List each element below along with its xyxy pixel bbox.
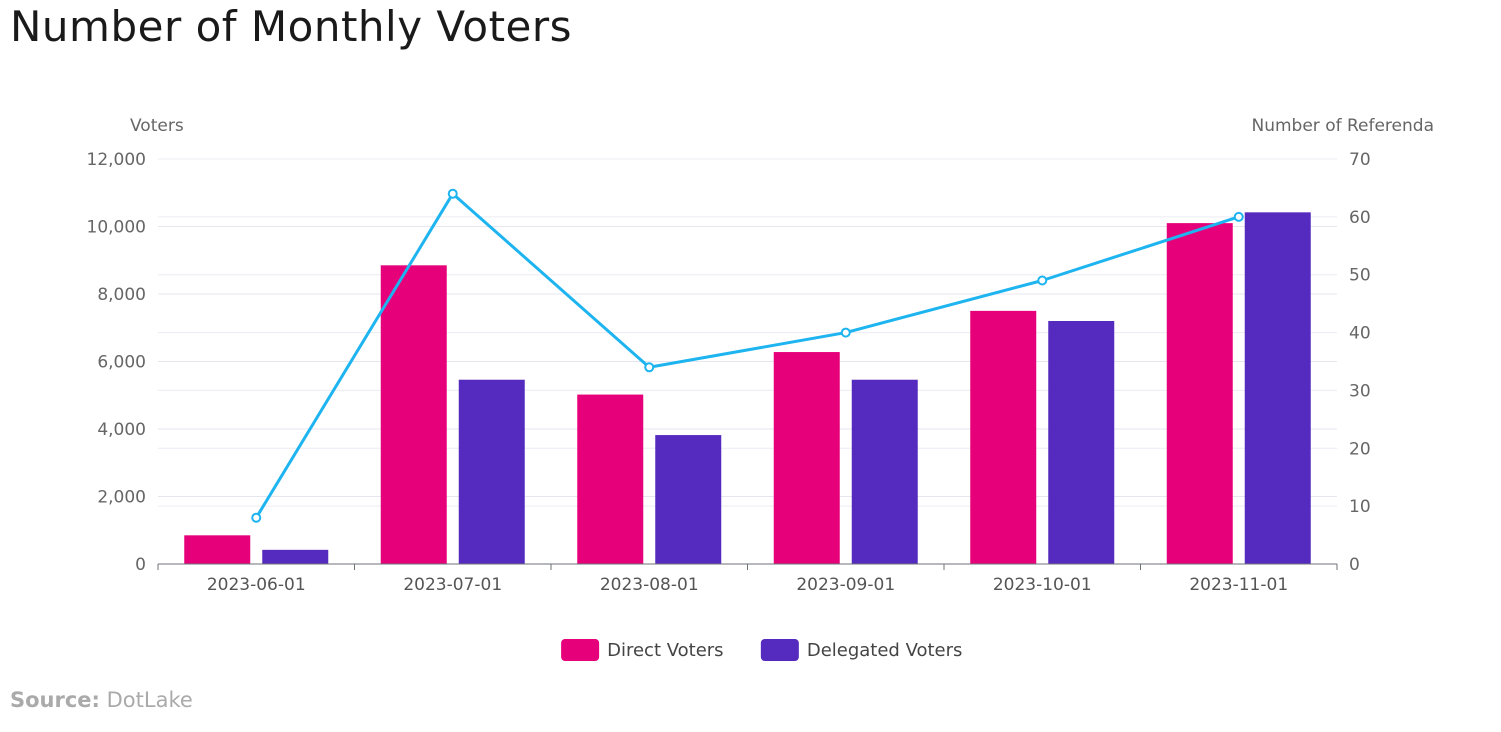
left-tick-label: 2,000 bbox=[97, 488, 146, 508]
referenda-point bbox=[251, 512, 262, 523]
referenda-point bbox=[447, 188, 458, 199]
chart-title: Number of Monthly Voters bbox=[10, 2, 573, 51]
x-tick-label: 2023-06-01 bbox=[207, 575, 306, 595]
right-tick-label: 50 bbox=[1349, 266, 1371, 286]
bar-delegated-voters bbox=[655, 435, 722, 564]
bar-delegated-voters bbox=[1244, 212, 1311, 564]
bar-direct-voters bbox=[773, 352, 840, 564]
x-tick-label: 2023-10-01 bbox=[993, 575, 1092, 595]
x-tick-label: 2023-08-01 bbox=[600, 575, 699, 595]
legend-swatch-delegated-voters bbox=[760, 639, 799, 661]
left-tick-label: 10,000 bbox=[87, 218, 146, 238]
legend-swatch-direct-voters bbox=[561, 639, 600, 661]
source-note: Source: DotLake bbox=[10, 688, 193, 712]
right-tick-label: 20 bbox=[1349, 439, 1371, 459]
referenda-point bbox=[1233, 211, 1244, 222]
right-axis-label: Number of Referenda bbox=[1252, 116, 1435, 136]
right-tick-label: 60 bbox=[1349, 208, 1371, 228]
legend-label: Delegated Voters bbox=[807, 640, 963, 661]
bar-direct-voters bbox=[380, 265, 447, 564]
left-tick-label: 4,000 bbox=[97, 420, 146, 440]
bar-direct-voters bbox=[970, 310, 1037, 564]
left-tick-label: 8,000 bbox=[97, 285, 146, 305]
bar-direct-voters bbox=[577, 394, 644, 564]
x-tick-label: 2023-09-01 bbox=[796, 575, 895, 595]
left-tick-label: 12,000 bbox=[87, 150, 146, 170]
source-label: Source: bbox=[10, 688, 100, 712]
referenda-point bbox=[840, 327, 851, 338]
left-tick-label: 0 bbox=[135, 555, 146, 575]
right-tick-label: 40 bbox=[1349, 324, 1371, 344]
bar-delegated-voters bbox=[851, 379, 918, 564]
left-tick-label: 6,000 bbox=[97, 353, 146, 373]
right-tick-label: 30 bbox=[1349, 381, 1371, 401]
right-tick-label: 70 bbox=[1349, 150, 1371, 170]
x-tick-label: 2023-07-01 bbox=[403, 575, 502, 595]
left-axis-label: Voters bbox=[130, 116, 184, 136]
source-value: DotLake bbox=[106, 688, 193, 712]
referenda-point bbox=[1037, 275, 1048, 286]
referenda-point bbox=[644, 362, 655, 373]
referenda-line-layer bbox=[251, 188, 1244, 523]
x-tick-label: 2023-11-01 bbox=[1189, 575, 1288, 595]
legend: Direct Voters Delegated Voters bbox=[561, 639, 962, 661]
referenda-line bbox=[254, 192, 1240, 519]
bar-direct-voters bbox=[1166, 223, 1233, 564]
legend-label: Direct Voters bbox=[607, 640, 723, 661]
right-tick-label: 0 bbox=[1349, 555, 1360, 575]
bar-direct-voters bbox=[184, 535, 251, 564]
bar-delegated-voters bbox=[1048, 321, 1115, 564]
bar-delegated-voters bbox=[458, 379, 525, 564]
right-tick-label: 10 bbox=[1349, 497, 1371, 517]
grid-lines bbox=[158, 158, 1337, 507]
bars bbox=[184, 212, 1311, 564]
bar-delegated-voters bbox=[262, 549, 329, 564]
axes: 2023-06-01 2023-07-01 2023-08-01 2023-09-01… bbox=[87, 150, 1371, 595]
